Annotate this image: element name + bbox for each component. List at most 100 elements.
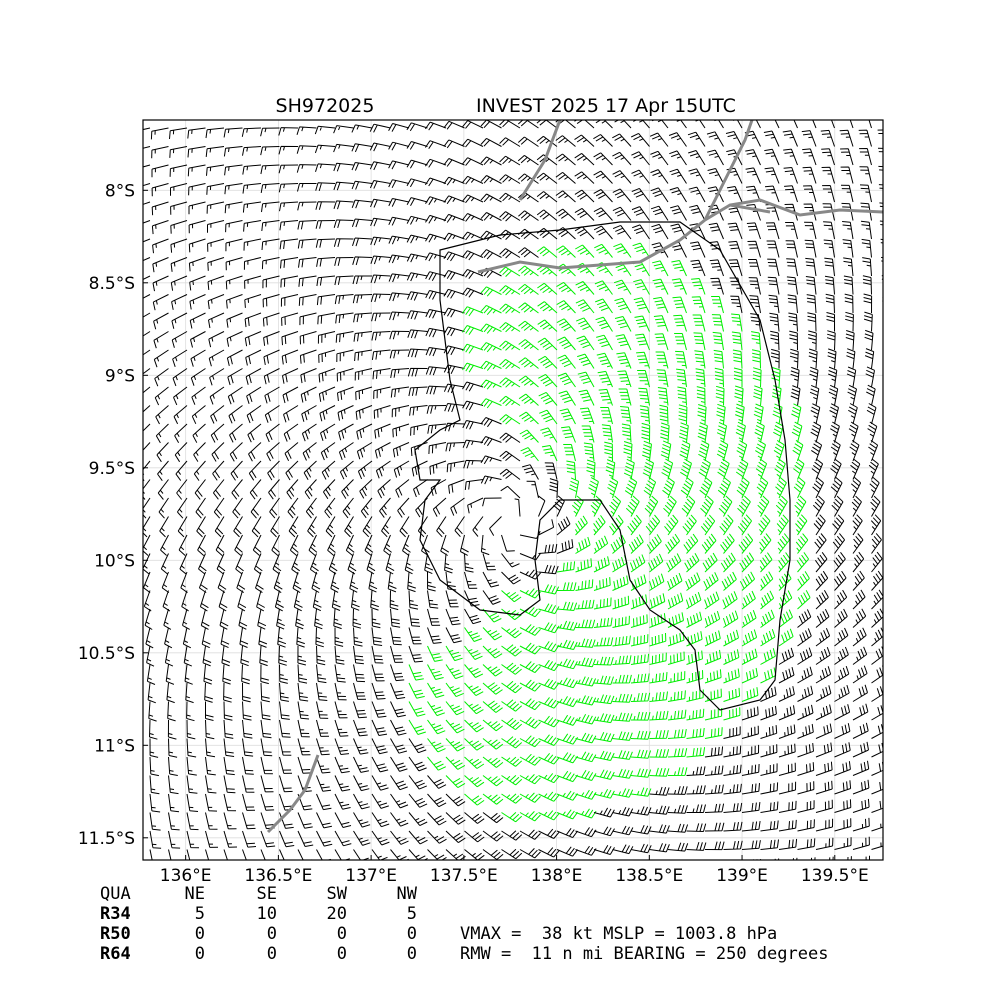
wind-barb xyxy=(575,657,596,668)
wind-barb xyxy=(202,645,212,667)
wind-barb xyxy=(427,608,441,626)
coastlines xyxy=(266,120,883,834)
wind-barb xyxy=(370,217,391,227)
wind-barb xyxy=(315,163,336,172)
wind-barb xyxy=(736,440,748,462)
wind-barb xyxy=(679,440,691,462)
wind-barb xyxy=(407,571,416,593)
wind-barb xyxy=(170,238,188,253)
wind-barb xyxy=(462,213,484,222)
wind-barb xyxy=(499,229,521,240)
wind-barb xyxy=(443,176,465,186)
wind-barb xyxy=(149,830,162,849)
wind-barb xyxy=(425,366,447,376)
wind-barb xyxy=(186,756,197,776)
wind-barb xyxy=(866,403,877,425)
wind-barb xyxy=(274,590,284,612)
wind-barb xyxy=(613,243,632,258)
wind-barb xyxy=(445,738,465,752)
wind-barb xyxy=(445,701,465,716)
wind-barb xyxy=(864,329,874,351)
wind-barb xyxy=(518,393,539,406)
wind-barb xyxy=(480,455,502,465)
wind-barb xyxy=(242,849,247,860)
wind-barb xyxy=(848,403,858,425)
wind-barb xyxy=(723,821,743,832)
wind-barb xyxy=(208,312,225,329)
wind-barb xyxy=(480,360,502,371)
wind-barb xyxy=(333,238,354,248)
wind-barb xyxy=(353,830,371,846)
wind-barb xyxy=(815,589,829,610)
wind-barb xyxy=(168,849,172,860)
table-cell: 20 xyxy=(327,904,347,924)
wind-barb xyxy=(852,741,869,758)
wind-barb xyxy=(538,697,560,709)
wind-barb xyxy=(499,248,521,259)
wind-barb xyxy=(406,122,428,132)
wind-barb xyxy=(747,240,761,258)
wind-barb xyxy=(834,837,852,850)
wind-barb xyxy=(353,312,373,323)
wind-barb xyxy=(704,707,723,721)
wind-barb xyxy=(204,682,213,703)
wind-barb xyxy=(308,534,318,556)
wind-barb xyxy=(406,253,428,263)
wind-barb xyxy=(480,436,502,447)
wind-barb xyxy=(407,367,428,377)
wind-barb xyxy=(593,597,612,610)
wind-barb xyxy=(169,127,188,140)
wind-barb xyxy=(741,840,761,850)
wind-barb xyxy=(667,823,689,833)
wind-barb xyxy=(296,164,317,173)
wind-barb xyxy=(351,218,373,228)
wind-barb xyxy=(279,775,293,793)
wind-barb xyxy=(443,383,465,394)
wind-barb xyxy=(258,627,268,648)
wind-barb xyxy=(815,666,832,684)
wind-barb xyxy=(568,477,580,499)
wind-barb xyxy=(686,611,703,628)
wind-barb xyxy=(297,719,310,738)
wind-barb xyxy=(852,817,870,832)
wind-barb xyxy=(612,206,632,221)
wind-barb xyxy=(297,812,313,829)
wind-barb xyxy=(279,830,295,848)
wind-barb xyxy=(852,627,867,647)
wind-barb xyxy=(425,252,447,262)
wind-barb xyxy=(877,129,883,134)
wind-barb xyxy=(778,628,794,647)
wind-barb xyxy=(370,236,391,246)
wind-barb xyxy=(760,744,778,758)
wind-barb xyxy=(828,366,838,388)
wind-barb xyxy=(163,608,172,630)
wind-barb xyxy=(427,682,445,698)
wind-barb xyxy=(482,849,504,860)
wind-barb xyxy=(556,752,579,764)
wind-barb xyxy=(245,349,262,366)
wind-barb xyxy=(774,458,786,480)
wind-barb xyxy=(464,627,482,642)
wind-barb xyxy=(238,608,248,630)
wind-barb xyxy=(851,495,862,517)
wind-barb xyxy=(632,224,650,240)
y-tick-label: 8.5°S xyxy=(89,274,135,294)
wind-barb xyxy=(143,294,151,299)
wind-barb xyxy=(408,664,424,681)
wind-barb xyxy=(665,533,681,554)
wind-barb xyxy=(575,299,595,314)
wind-barb xyxy=(191,386,206,405)
wind-barb xyxy=(786,276,798,295)
wind-barb xyxy=(196,516,206,538)
wind-barb xyxy=(482,608,502,623)
wind-barb xyxy=(221,645,231,667)
wind-barb xyxy=(870,514,882,536)
wind-barb xyxy=(158,497,169,519)
table-cell: 0 xyxy=(407,944,417,964)
wind-barb xyxy=(341,479,354,499)
wind-barb xyxy=(723,745,742,758)
wind-barb xyxy=(371,812,390,828)
wind-barb xyxy=(612,575,629,591)
wind-barb xyxy=(770,330,780,351)
wind-barb xyxy=(223,849,228,860)
